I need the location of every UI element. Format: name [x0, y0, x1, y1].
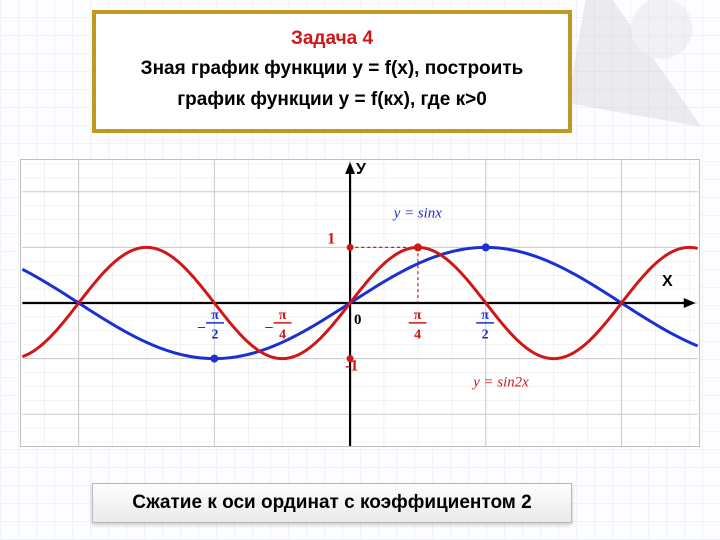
marker-point: [210, 355, 218, 363]
pi-label: π2: [476, 308, 494, 343]
y-axis-label: У: [356, 161, 366, 179]
chart-svg: y = sinxy = sin2x10-1−π2−π4π4π2: [21, 160, 699, 446]
chart-area: y = sinxy = sin2x10-1−π2−π4π4π2: [20, 159, 700, 447]
svg-text:4: 4: [414, 328, 421, 343]
marker-point: [482, 243, 490, 251]
svg-text:π: π: [414, 308, 422, 323]
series-label-sinx: y = sinx: [392, 206, 442, 222]
pi-label: π4: [409, 308, 427, 343]
svg-text:2: 2: [482, 328, 489, 343]
pi-label: −π 2: [197, 308, 224, 343]
tick-label: -1: [345, 358, 358, 375]
svg-text:4: 4: [279, 328, 286, 343]
title-box: Задача 4 Зная график функции у = f(x), п…: [92, 10, 572, 133]
series-label-sin2x: y = sin2x: [471, 374, 529, 390]
marker-point: [414, 243, 422, 251]
title-line3: график функции у = f(кx), где к>0: [177, 89, 487, 110]
corner-decoration: [567, 0, 720, 134]
caption-text: Сжатие к оси ординат с коэффициентом 2: [132, 492, 531, 513]
svg-text:2: 2: [212, 328, 219, 343]
x-axis-label: X: [662, 273, 673, 291]
tick-label: 1: [327, 230, 335, 247]
caption-box: Сжатие к оси ординат с коэффициентом 2: [92, 483, 572, 523]
svg-text:π: π: [481, 308, 489, 323]
pi-label: −π 4: [265, 308, 292, 343]
title-line2: Зная график функции у = f(x), построить: [141, 58, 524, 79]
title-line1: Задача 4: [291, 28, 373, 49]
svg-text:π: π: [211, 308, 219, 323]
svg-text:−: −: [197, 320, 206, 337]
tick-label: 0: [354, 312, 361, 328]
svg-text:−: −: [265, 320, 274, 337]
svg-text:π: π: [279, 308, 287, 323]
